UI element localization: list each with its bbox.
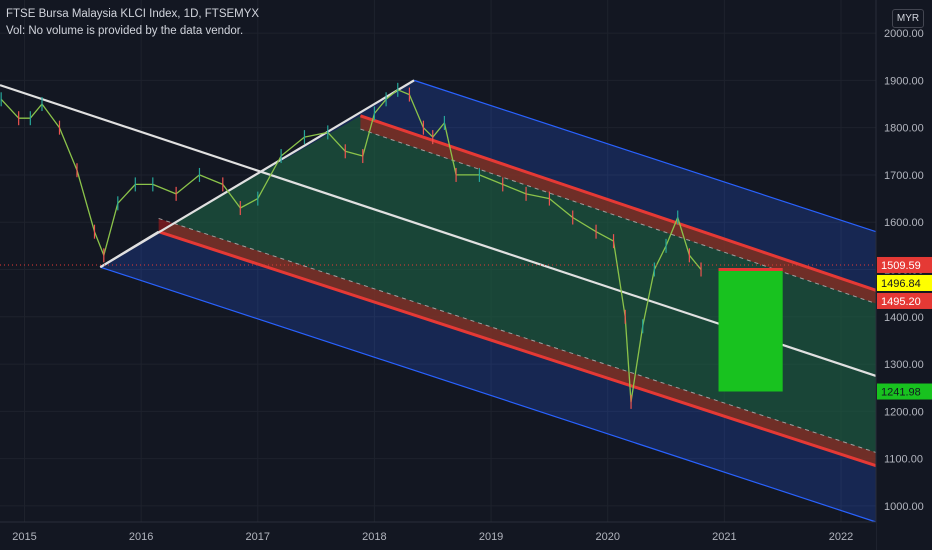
price-tick-label: 1800.00 <box>884 123 924 135</box>
time-tick-label: 2019 <box>479 531 503 543</box>
upper-red-band <box>360 115 877 304</box>
price-tick-label: 1000.00 <box>884 501 924 513</box>
price-labels: 1509.59 1496.84 1495.20 1241.98 <box>0 256 932 400</box>
chart-legend: FTSE Bursa Malaysia KLCI Index, 1D, FTSE… <box>6 6 259 40</box>
price-series <box>0 82 702 409</box>
price-label-text: 1495.20 <box>881 296 921 308</box>
price-label-bg <box>877 383 932 400</box>
lower-red-band <box>158 218 877 466</box>
time-tick-label: 2020 <box>595 531 619 543</box>
channel-fills <box>100 80 877 522</box>
price-tick-label: 1700.00 <box>884 170 924 182</box>
symbol-title: FTSE Bursa Malaysia KLCI Index, 1D, FTSE… <box>6 8 260 20</box>
upper-dashed-line <box>360 128 877 305</box>
red-channel-lower-line <box>158 230 877 468</box>
currency-badge[interactable]: MYR <box>892 9 924 28</box>
price-label-bg <box>877 256 932 273</box>
price-label-bg <box>877 292 932 309</box>
price-label-bg <box>877 274 932 291</box>
price-tick-label: 1600.00 <box>884 217 924 229</box>
inner-channel-fill <box>158 115 877 466</box>
blue-channel-lower-line <box>100 266 877 523</box>
time-tick-label: 2022 <box>829 531 853 543</box>
lower-dashed-line <box>158 217 877 453</box>
blue-channel-upper-line <box>413 79 877 233</box>
price-label-text: 1496.84 <box>881 278 921 290</box>
time-axis[interactable]: 2015 2016 2017 2018 2019 2020 2021 2022 <box>0 521 876 550</box>
price-tick-label: 1900.00 <box>884 75 924 87</box>
price-tick-label: 1300.00 <box>884 359 924 371</box>
time-tick-label: 2017 <box>246 531 270 543</box>
red-channel-upper-line <box>359 114 877 292</box>
time-tick-label: 2015 <box>12 531 36 543</box>
price-tick-label: 1400.00 <box>884 312 924 324</box>
price-tick-label: 2000.00 <box>884 28 924 40</box>
time-tick-label: 2018 <box>362 531 386 543</box>
price-tick-label: 1200.00 <box>884 406 924 418</box>
time-tick-label: 2016 <box>129 531 153 543</box>
time-axis-background <box>0 522 876 550</box>
target-box[interactable] <box>718 268 783 392</box>
volume-note: Vol: No volume is provided by the data v… <box>6 25 244 37</box>
price-label-text: 1241.98 <box>881 387 921 399</box>
price-line <box>0 89 702 403</box>
price-label-text: 1509.59 <box>881 260 921 272</box>
price-tick-label: 1100.00 <box>884 454 923 466</box>
channel-base-line <box>99 230 160 269</box>
time-tick-label: 2021 <box>712 531 736 543</box>
target-box-rect[interactable] <box>718 269 783 392</box>
